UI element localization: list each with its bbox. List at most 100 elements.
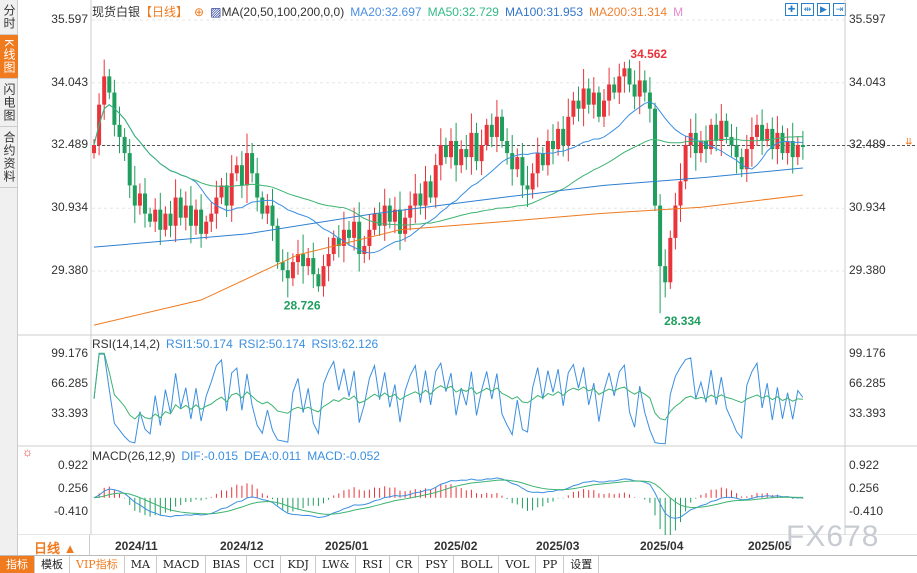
toolbar-pp-button[interactable]: PP [536,556,565,573]
candle-up [290,262,295,279]
candle-up [194,209,198,226]
candle-down [734,145,739,158]
indicator-toolbar: 指标 模板 VIP指标 MA MACD BIAS CCI KDJ LW& RSI CR PSY BOLL… [0,555,917,573]
price-axis-label-left: 32.489 [51,137,88,152]
tab-flash[interactable]: 闪电图 [0,79,18,128]
candle-down [285,270,290,279]
price-axis-label-left: 34.043 [51,74,88,89]
candle-up [306,258,311,267]
date-label: 2025/03 [536,539,580,553]
toolbar-lw-button[interactable]: LW& [316,556,357,573]
toolbar-ma-button[interactable]: MA [125,556,157,573]
candle-up [296,254,300,263]
price-axis-label-right: 30.934 [849,200,886,215]
indicator-icon[interactable]: ▨ [210,5,222,19]
candle-down [250,153,255,174]
candle-up [698,140,703,154]
crosshair-tool-icon[interactable]: ✚ [785,3,798,16]
candle-down [704,140,708,150]
candle-down [199,209,204,234]
toolbar-cci-button[interactable]: CCI [247,556,282,573]
date-axis: 2024/11 2024/12 2025/01 2025/02 2025/03 2025/… [0,535,917,555]
toolbar-macd-button[interactable]: MACD [157,556,207,573]
candle-up [219,185,224,198]
candle-up [688,132,693,146]
candle-down [316,274,321,287]
tab-kline[interactable]: K线图 [0,35,18,80]
candle-down [357,221,362,255]
toolbar-cr-button[interactable]: CR [390,556,420,573]
crosshair-icon[interactable]: ⊕ [194,5,205,19]
candle-up [622,68,627,77]
toolbar-settings-button[interactable]: 设置 [564,556,600,573]
rsi2-value: RSI2:50.174 [238,337,306,351]
toolbar-boll-button[interactable]: BOLL [454,556,500,573]
toolbar-rsi-button[interactable]: RSI [356,556,390,573]
candle-up [719,120,724,141]
ma20-line [93,101,803,254]
candle-up [326,254,331,267]
candle-down [255,173,260,198]
candle-up [683,145,688,182]
macd-value: MACD:-0.052 [307,449,380,463]
ma200-line [93,194,803,326]
candle-down [117,124,122,137]
candle-down [270,205,275,226]
ma50-line [93,104,803,226]
candle-down [143,193,147,214]
rsi-fast-line [93,353,804,445]
candle-up [479,145,484,162]
candle-up [795,145,800,158]
candle-down [642,80,647,93]
candle-up [449,140,453,158]
candle-down [576,100,581,109]
macd-axis-label-left: 0.922 [57,458,88,472]
candle-down [790,140,795,158]
date-label: 2025/01 [325,539,369,553]
toolbar-kdj-button[interactable]: KDJ [281,556,316,573]
candle-down [443,145,448,158]
toolbar-templates-button[interactable]: 模板 [35,556,70,573]
candle-down [500,116,504,141]
ma20-value: MA20:32.697 [350,5,422,19]
toolbar-indicators-button[interactable]: 指标 [0,556,35,573]
candle-down [418,193,423,206]
rsi-axis-label-right: 33.393 [849,405,886,420]
candle-up [469,132,474,158]
candle-down [398,209,402,234]
candle-up [484,124,489,146]
toolbar-bias-button[interactable]: BIAS [206,556,248,573]
date-label: 2024/12 [220,539,264,553]
candle-down [596,92,601,117]
play-forward-icon[interactable]: ▶ [817,3,830,16]
zoom-range-icon[interactable]: ⇹ [801,3,814,16]
sun-icon[interactable]: ☼ [22,445,33,459]
candle-up [617,76,622,93]
tab-contract-info[interactable]: 合约资料 [0,127,18,189]
toolbar-psy-button[interactable]: PSY [419,556,455,573]
rsi-axis-label-right: 66.285 [849,375,886,390]
candle-down [693,132,698,154]
high-annotation: 34.562 [630,47,667,61]
candle-down [510,153,515,170]
price-axis-label-left: 30.934 [51,200,88,215]
candle-down [377,213,382,226]
chart-legend: 现货白银【日线】 ⊕ ▨MA(20,50,100,200,0,0) MA20:32.6… [92,3,689,20]
toolbar-vip-indicators-button[interactable]: VIP指标 [70,556,125,573]
candle-up [163,213,168,230]
candle-up [602,100,606,117]
candle-up [755,124,759,137]
candle-down [714,124,719,141]
candle-up [403,217,408,234]
ma100-value: MA100:31.953 [504,5,584,19]
rsi-axis-label-left: 66.285 [51,375,88,390]
candle-up [321,266,326,287]
candle-down [148,213,153,222]
candle-up [459,149,464,166]
sidebar: 分时 K线图 闪电图 合约资料 [0,0,18,555]
tab-intraday[interactable]: 分时 [0,0,18,35]
toolbar-vol-button[interactable]: VOL [499,556,537,573]
period-selector[interactable]: 日线 ▲ [18,535,90,556]
kline-chart[interactable]: ⇊ 34.562 28.726 28.334 [0,0,917,535]
candle-up [392,209,397,222]
